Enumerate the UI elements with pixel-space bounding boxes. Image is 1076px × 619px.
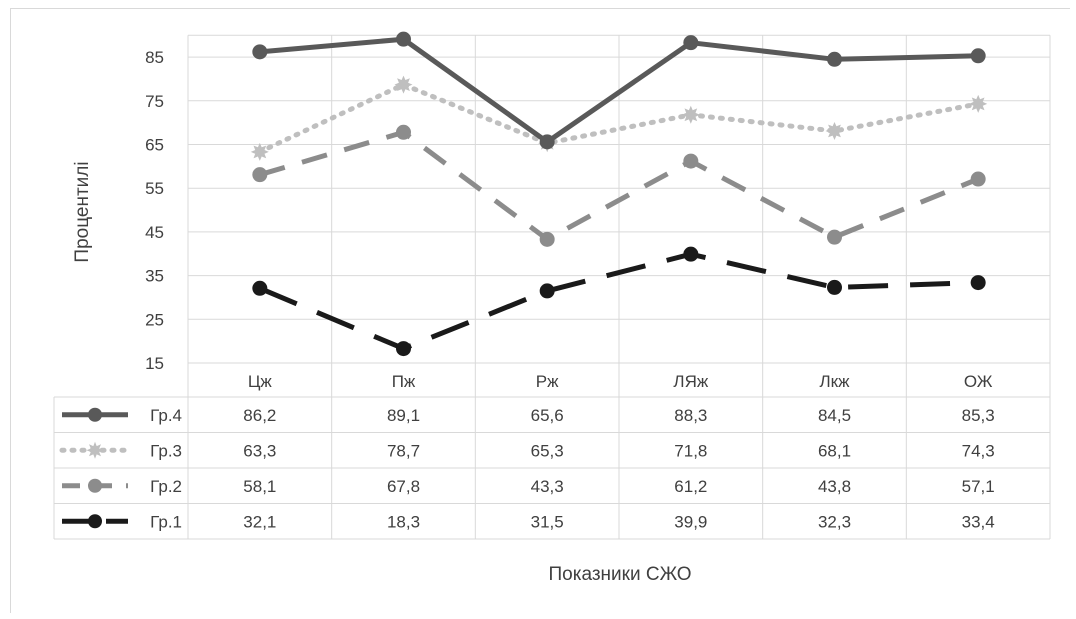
chart-frame — [10, 8, 1070, 613]
data-point — [396, 31, 411, 47]
table-cell-value: 31,5 — [531, 512, 564, 531]
series-Гр.2 — [252, 124, 986, 247]
category-label: Цж — [248, 372, 273, 391]
data-point — [970, 171, 986, 187]
data-point — [683, 246, 699, 262]
legend-key-Гр.1 — [62, 514, 128, 529]
table-cell-value: 57,1 — [962, 477, 995, 496]
table-cell-value: 43,3 — [531, 477, 564, 496]
data-point — [827, 229, 842, 245]
table-cell-value: 68,1 — [818, 441, 851, 460]
table-cell-value: 58,1 — [243, 477, 276, 496]
table-cell-value: 78,7 — [387, 441, 420, 460]
x-axis-title: Показники СЖО — [549, 564, 692, 585]
y-tick-label: 35 — [145, 267, 164, 286]
series-line — [259, 36, 979, 145]
data-point — [252, 280, 268, 296]
series-line — [257, 82, 981, 155]
data-point — [394, 75, 413, 94]
y-tick-label: 85 — [145, 48, 164, 67]
table-cell-value: 61,2 — [674, 477, 707, 496]
data-table: Цж Пж Рж ЛЯж Лкж ОЖ Гр.4 86,2 89,1 65,6 88,3 84,5 85… — [53, 372, 1051, 540]
data-point — [969, 94, 988, 113]
y-tick-label: 15 — [145, 354, 164, 373]
y-tick-label: 45 — [145, 223, 164, 242]
table-cell-value: 71,8 — [674, 441, 707, 460]
table-cell-value: 65,3 — [531, 441, 564, 460]
series-lines — [250, 31, 988, 357]
table-cell-value: 18,3 — [387, 512, 420, 531]
data-point — [86, 441, 104, 459]
grid — [187, 34, 1051, 397]
y-tick-label: 25 — [145, 310, 164, 329]
table-cell-value: 88,3 — [674, 406, 707, 425]
legend-label: Гр.1 — [150, 512, 182, 531]
legend-label: Гр.2 — [150, 477, 182, 496]
table-cell-value: 67,8 — [387, 477, 420, 496]
data-point — [683, 153, 699, 169]
table-cell-value: 63,3 — [243, 441, 276, 460]
data-point — [539, 283, 555, 299]
table-cell-value: 33,4 — [962, 512, 995, 531]
y-tick-label: 75 — [145, 92, 164, 111]
data-point — [250, 142, 269, 161]
table-cell-value: 89,1 — [387, 406, 420, 425]
data-point — [88, 478, 102, 493]
table-cell-value: 39,9 — [674, 512, 707, 531]
data-point — [539, 231, 555, 247]
legend-label: Гр.4 — [150, 406, 182, 425]
legend-key-Гр.2 — [62, 478, 128, 493]
series-line — [258, 251, 979, 352]
data-point — [970, 275, 986, 291]
table-cell-value: 84,5 — [818, 406, 851, 425]
data-point — [827, 51, 842, 67]
data-point — [825, 122, 844, 140]
data-point — [88, 407, 102, 422]
category-label: ОЖ — [964, 372, 993, 391]
category-label: Лкж — [820, 372, 851, 391]
y-axis-title: Процентилі — [72, 161, 93, 262]
y-tick-label: 55 — [145, 179, 164, 198]
data-point — [683, 35, 699, 51]
legend-key-Гр.4 — [62, 407, 128, 422]
data-point — [252, 167, 268, 183]
series-Гр.4 — [252, 31, 986, 150]
data-point — [88, 514, 102, 529]
table-cell-value: 32,1 — [243, 512, 276, 531]
table-cell-value: 74,3 — [962, 441, 995, 460]
legend-key-Гр.3 — [59, 441, 131, 459]
category-label: Рж — [536, 372, 559, 391]
data-point — [252, 44, 268, 60]
category-label: Пж — [392, 372, 416, 391]
table-cell-value: 43,8 — [818, 477, 851, 496]
table-cell-value: 32,3 — [818, 512, 851, 531]
data-point — [396, 124, 411, 140]
y-tick-label: 65 — [145, 136, 164, 155]
table-cell-value: 85,3 — [962, 406, 995, 425]
series-Гр.1 — [252, 246, 986, 357]
data-point — [396, 341, 411, 357]
data-point — [970, 48, 986, 64]
table-cell-value: 65,6 — [531, 406, 564, 425]
data-point — [827, 279, 842, 295]
table-cell-value: 86,2 — [243, 406, 276, 425]
y-axis-ticks: 15 25 35 45 55 65 75 85 — [145, 48, 164, 373]
series-line — [259, 129, 980, 242]
category-label: ЛЯж — [673, 372, 708, 391]
legend-label: Гр.3 — [150, 441, 182, 460]
data-point — [539, 134, 555, 150]
data-point — [681, 105, 700, 124]
